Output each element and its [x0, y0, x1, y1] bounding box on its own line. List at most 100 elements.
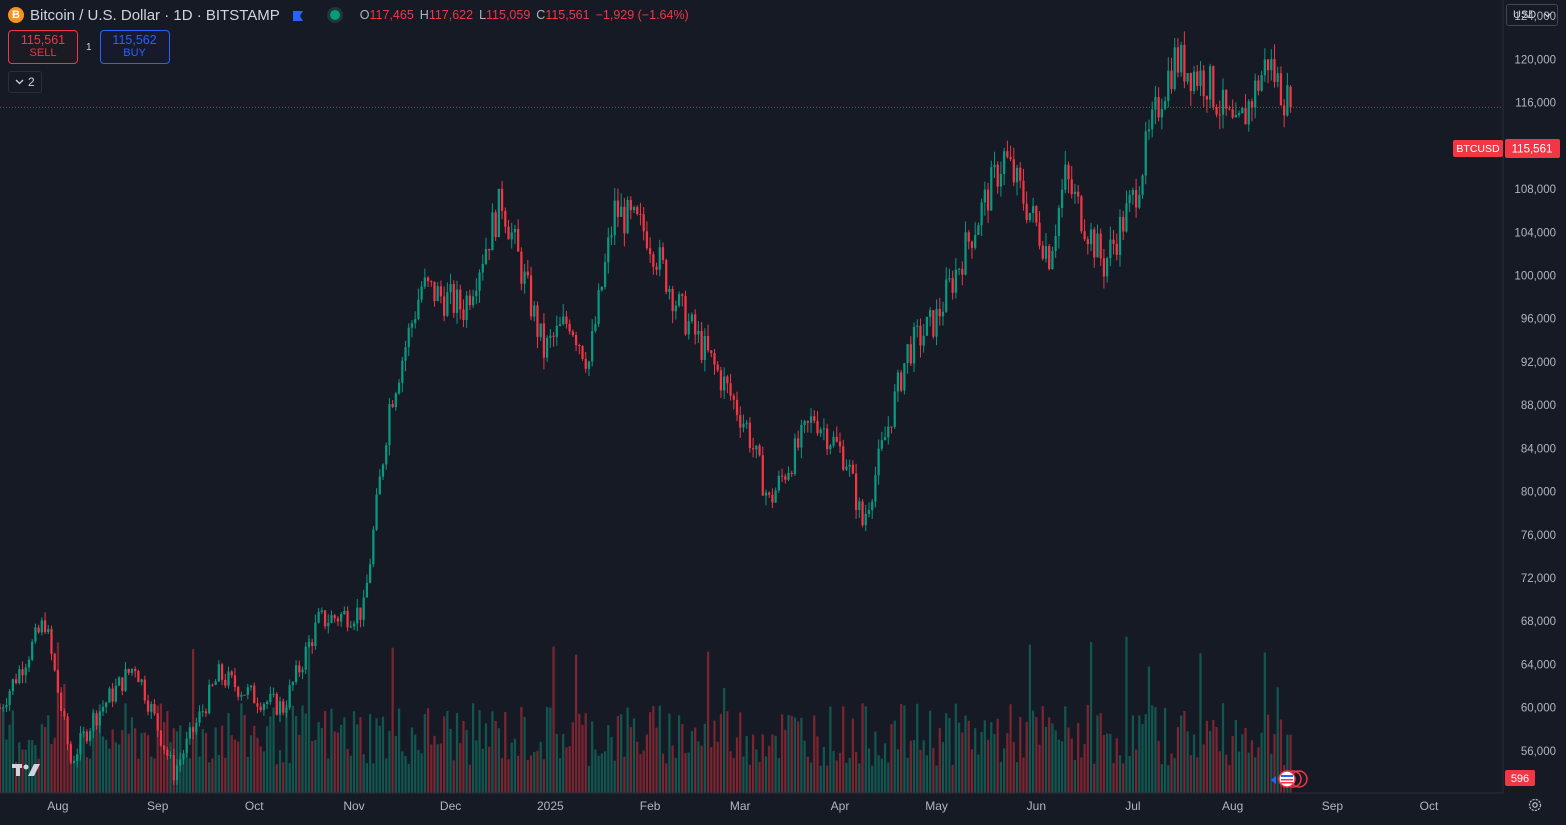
candle-body: [729, 383, 732, 396]
volume-bar: [449, 728, 452, 793]
volume-bar: [185, 745, 188, 793]
market-status-icon[interactable]: [329, 10, 340, 20]
volume-bar: [716, 741, 719, 793]
candle-body: [748, 422, 752, 449]
spread-value: 1: [86, 41, 92, 53]
volume-bar: [388, 730, 391, 793]
volume-bar: [845, 762, 848, 793]
volume-bar: [816, 736, 819, 793]
price-label-badge: BTCUSD 115,561: [1453, 139, 1560, 158]
candle-body: [478, 272, 481, 291]
candle-body: [986, 189, 990, 211]
candle-body: [1051, 250, 1054, 270]
volume-bar: [76, 756, 79, 793]
volume-bar: [665, 763, 668, 793]
volume-bar: [227, 712, 230, 793]
symbol-title[interactable]: Bitcoin / U.S. Dollar · 1D · BITSTAMP: [30, 6, 280, 24]
candle-body: [1283, 105, 1286, 116]
time-tick-label: Nov: [343, 799, 364, 813]
volume-bar: [237, 741, 240, 793]
volume-bar: [249, 735, 253, 793]
candle-body: [179, 759, 182, 766]
buy-button[interactable]: 115,562 BUY: [99, 30, 170, 64]
volume-bar: [1260, 732, 1263, 793]
candle-body: [314, 622, 317, 646]
volume-bar: [529, 755, 533, 793]
volume-bar: [597, 755, 600, 793]
volume-bar: [636, 741, 639, 793]
candle-body: [388, 404, 391, 446]
volume-bar: [1231, 735, 1234, 793]
volume-bar: [282, 762, 285, 793]
volume-bar: [883, 743, 887, 793]
volume-bar: [1234, 719, 1237, 793]
volume-bar: [948, 718, 951, 793]
candle-body: [1180, 44, 1183, 73]
volume-bar: [494, 720, 497, 793]
candle-body: [195, 722, 198, 733]
volume-bar: [871, 765, 874, 793]
volume-bar: [362, 754, 365, 793]
volume-bar: [764, 756, 768, 793]
volume-bar: [1115, 738, 1118, 793]
volume-bar: [555, 733, 558, 793]
volume-bar: [146, 735, 150, 793]
candle-body: [18, 669, 21, 684]
volume-bar: [407, 763, 410, 793]
trade-panel: 115,561 SELL 1 115,562 BUY: [8, 30, 170, 64]
volume-bar: [1147, 666, 1151, 793]
candle-body: [175, 765, 179, 781]
volume-bar: [758, 762, 761, 793]
candle-body: [1247, 101, 1250, 125]
volume-bar: [520, 706, 523, 793]
candle-body: [1221, 89, 1225, 115]
volume-bar: [114, 742, 117, 793]
volume-bar: [159, 703, 163, 793]
volume-bar: [793, 717, 797, 793]
volume-bar: [333, 731, 336, 793]
volume-bar: [452, 760, 455, 793]
volume-bar: [37, 758, 40, 793]
buy-price: 115,562: [112, 33, 157, 47]
volume-bar: [877, 755, 880, 793]
candle-body: [1099, 233, 1102, 259]
volume-bar: [314, 740, 317, 793]
volume-bar: [941, 742, 945, 793]
indicators-toggle[interactable]: 2: [8, 71, 42, 93]
volume-bar: [491, 711, 494, 793]
volume-bar: [381, 716, 385, 793]
time-tick-label: Feb: [640, 799, 661, 813]
sell-button[interactable]: 115,561 SELL: [8, 30, 78, 64]
volume-bar: [124, 703, 127, 793]
candle-body: [552, 335, 555, 337]
candle-body: [72, 761, 76, 763]
candle-body: [587, 361, 591, 369]
settings-gear-icon[interactable]: [1527, 797, 1543, 813]
time-tick-label: Oct: [245, 799, 264, 813]
candle-body: [1257, 80, 1260, 91]
volume-bar: [343, 717, 346, 793]
candle-body: [520, 251, 523, 284]
calendar-flag-icon[interactable]: [1271, 770, 1308, 788]
candle-body: [1044, 246, 1048, 259]
flag-icon[interactable]: [292, 9, 304, 21]
volume-bar: [195, 731, 198, 793]
candle-body: [311, 642, 314, 646]
tradingview-logo-icon[interactable]: [12, 762, 42, 783]
candle-body: [887, 426, 890, 438]
candle-body: [1031, 206, 1035, 213]
candle-body: [745, 422, 748, 424]
candle-body: [208, 684, 211, 714]
candle-body: [76, 754, 79, 762]
time-tick-label: May: [925, 799, 948, 813]
candle-body: [1041, 245, 1044, 259]
candle-body: [536, 305, 539, 337]
candle-body: [787, 472, 790, 480]
currency-selector[interactable]: USD: [1506, 4, 1558, 26]
candle-body: [668, 289, 671, 292]
candle-body: [0, 707, 2, 709]
volume-bar: [307, 635, 311, 793]
candle-body: [356, 607, 359, 624]
volume-bar: [1054, 730, 1057, 793]
